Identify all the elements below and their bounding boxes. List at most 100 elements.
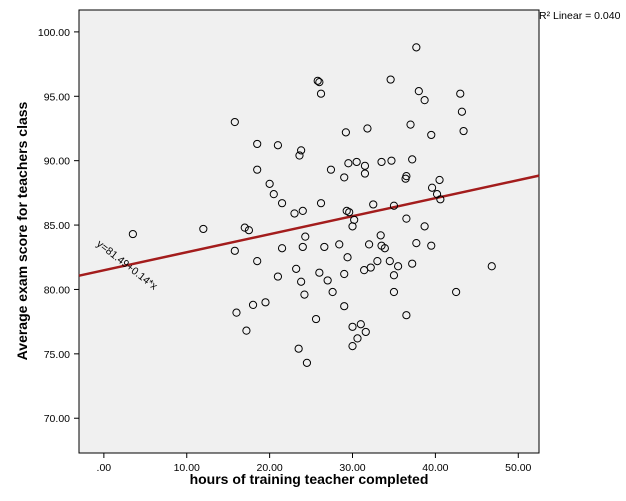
data-point [427, 130, 436, 140]
data-point [361, 327, 370, 337]
data-point [452, 287, 461, 297]
data-point [487, 262, 496, 271]
data-point [295, 151, 304, 160]
data-point [253, 257, 262, 266]
data-point [436, 195, 445, 204]
data-point [277, 199, 287, 208]
data-point [128, 229, 137, 239]
data-point [340, 302, 349, 311]
data-point [427, 183, 437, 192]
plot-area [78, 9, 540, 454]
data-point [240, 223, 249, 232]
data-point [253, 165, 262, 174]
data-point [261, 298, 270, 307]
data-point [402, 214, 411, 223]
data-point [420, 222, 429, 231]
data-point [373, 257, 382, 266]
data-point [292, 264, 301, 273]
data-point [402, 172, 411, 181]
x-axis-title: hours of training teacher completed [190, 471, 429, 487]
y-axis-title: Average exam score for teachers class [14, 101, 30, 360]
data-point [408, 155, 417, 164]
data-point [402, 311, 411, 320]
data-point [459, 126, 468, 136]
data-point [277, 244, 287, 253]
x-tick-label: .00 [97, 462, 112, 474]
data-point [420, 96, 429, 105]
data-point [366, 263, 375, 272]
data-point [341, 128, 350, 137]
x-axis-ticks: .00 10.00 20.00 30.00 40.00 50.00 [97, 453, 532, 474]
data-point [298, 206, 307, 215]
x-tick-label: 50.00 [505, 462, 531, 474]
data-point [315, 78, 324, 87]
data-point [412, 238, 421, 248]
data-point [328, 287, 337, 297]
data-point [230, 246, 239, 255]
x-tick-label: 10.00 [174, 462, 200, 474]
data-point [253, 139, 262, 149]
data-point [323, 276, 332, 285]
y-tick-label: 90.00 [44, 156, 70, 168]
y-tick-label: 95.00 [44, 91, 70, 103]
data-point [298, 242, 307, 252]
y-axis-ticks: 70.00 75.00 80.00 85.00 90.00 95.00 100.00 [38, 27, 79, 425]
data-point [389, 287, 399, 297]
data-point [316, 89, 326, 98]
data-point [363, 124, 372, 133]
data-point [427, 241, 436, 250]
fit-line [78, 174, 540, 277]
data-point [457, 107, 467, 116]
data-point [313, 76, 322, 85]
data-point [199, 224, 208, 234]
data-point [326, 165, 336, 174]
data-point [294, 344, 303, 353]
data-point [456, 89, 465, 98]
data-point [412, 43, 421, 52]
data-point [265, 179, 274, 188]
data-point [232, 308, 241, 317]
x-tick-label: 40.00 [422, 462, 448, 474]
data-point [406, 120, 415, 129]
data-point [316, 199, 326, 208]
data-point [360, 161, 370, 170]
y-tick-label: 100.00 [38, 27, 70, 39]
data-point [369, 200, 378, 209]
data-point [360, 169, 370, 178]
data-point [353, 334, 362, 343]
data-point [335, 240, 344, 249]
data-points [128, 43, 496, 367]
data-point [320, 242, 329, 252]
y-tick-label: 75.00 [44, 349, 70, 361]
data-point [290, 209, 299, 218]
data-point [348, 342, 357, 351]
y-tick-label: 70.00 [44, 413, 70, 425]
data-point [376, 231, 385, 240]
data-point [273, 272, 283, 281]
data-point [364, 240, 374, 249]
data-point [386, 75, 395, 84]
data-point [248, 300, 258, 310]
x-tick-label: 20.00 [256, 462, 282, 474]
data-point [344, 159, 353, 168]
data-point [435, 175, 444, 185]
data-point [301, 232, 310, 241]
data-point [389, 271, 399, 280]
data-point [273, 141, 283, 150]
data-point [269, 190, 278, 199]
data-point [242, 326, 251, 335]
fit-line-group [78, 174, 540, 277]
data-point [340, 269, 349, 279]
y-tick-label: 85.00 [44, 220, 70, 232]
r2-label: R² Linear = 0.040 [539, 10, 621, 22]
data-point [244, 226, 254, 235]
data-point [414, 87, 423, 96]
data-point [389, 201, 399, 210]
data-point [408, 259, 417, 268]
data-point [393, 262, 403, 271]
x-tick-label: 30.00 [339, 462, 365, 474]
data-point [343, 253, 352, 262]
data-point [352, 157, 361, 167]
data-point [356, 320, 365, 329]
